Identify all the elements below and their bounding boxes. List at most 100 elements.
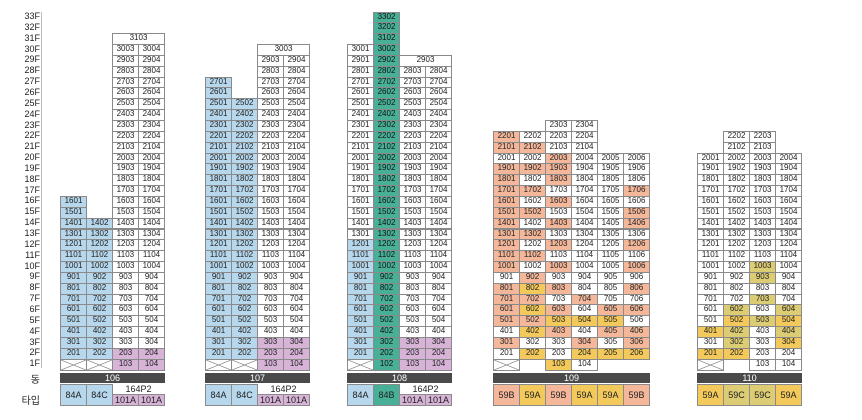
unit-cell[interactable]: 1503 xyxy=(399,206,426,219)
unit-cell[interactable]: 103 xyxy=(112,358,139,371)
unit-cell[interactable]: 2604 xyxy=(138,87,165,100)
unit-cell[interactable]: 1903 xyxy=(257,163,284,176)
unit-cell[interactable]: 1101 xyxy=(205,250,232,263)
unit-cell[interactable]: 1801 xyxy=(205,174,232,187)
unit-cell[interactable]: 1805 xyxy=(597,174,624,187)
unit-cell[interactable]: 503 xyxy=(112,315,139,328)
unit-cell[interactable]: 503 xyxy=(399,315,426,328)
unit-cell[interactable]: 2302 xyxy=(231,120,258,132)
unit-cell[interactable]: 1503 xyxy=(257,206,284,219)
unit-cell[interactable]: 1403 xyxy=(545,217,572,230)
unit-cell[interactable]: 1102 xyxy=(519,250,546,263)
unit-cell[interactable]: 204 xyxy=(425,347,452,360)
unit-cell[interactable]: 1202 xyxy=(373,239,400,252)
unit-cell[interactable]: 2503 xyxy=(257,98,284,111)
unit-cell[interactable]: 1301 xyxy=(347,228,374,241)
unit-cell[interactable]: 1501 xyxy=(205,206,232,219)
unit-cell[interactable]: 1303 xyxy=(749,228,776,241)
unit-cell[interactable]: 1203 xyxy=(257,239,284,252)
unit-cell[interactable]: 1703 xyxy=(257,185,284,197)
unit-cell[interactable]: 301 xyxy=(493,337,520,349)
unit-cell[interactable]: 1604 xyxy=(775,195,802,208)
unit-cell[interactable]: 2704 xyxy=(425,76,452,89)
unit-cell[interactable]: 1201 xyxy=(347,239,374,252)
unit-cell[interactable]: 2701 xyxy=(347,76,374,89)
unit-cell[interactable]: 1401 xyxy=(205,217,232,230)
unit-cell[interactable]: 1104 xyxy=(138,250,165,263)
unit-cell[interactable]: 704 xyxy=(571,293,598,306)
unit-cell[interactable]: 2601 xyxy=(205,87,232,100)
unit-cell[interactable]: 902 xyxy=(86,271,113,284)
unit-cell[interactable]: 802 xyxy=(723,282,750,295)
unit-cell[interactable]: 1202 xyxy=(519,239,546,252)
unit-cell[interactable]: 1001 xyxy=(493,261,520,273)
unit-cell[interactable]: 3102 xyxy=(373,33,400,46)
unit-cell[interactable]: 802 xyxy=(86,282,113,295)
unit-cell[interactable]: 1606 xyxy=(623,195,650,208)
unit-cell[interactable]: 301 xyxy=(347,337,374,349)
unit-cell[interactable]: 804 xyxy=(138,282,165,295)
unit-cell[interactable]: 1401 xyxy=(60,217,87,230)
unit-cell[interactable]: 1803 xyxy=(545,174,572,187)
unit-cell[interactable]: 104 xyxy=(571,358,598,371)
unit-cell[interactable]: 2603 xyxy=(112,87,139,100)
unit-cell[interactable]: 1204 xyxy=(571,239,598,252)
unit-cell[interactable]: 205 xyxy=(597,347,624,360)
unit-cell[interactable]: 2002 xyxy=(723,152,750,165)
unit-cell[interactable]: 1104 xyxy=(775,250,802,263)
unit-cell[interactable]: 2303 xyxy=(257,120,284,132)
unit-cell[interactable]: 701 xyxy=(493,293,520,306)
unit-cell[interactable]: 901 xyxy=(205,271,232,284)
unit-cell[interactable]: 2502 xyxy=(231,98,258,111)
unit-cell[interactable]: 1701 xyxy=(697,185,724,197)
unit-cell[interactable]: 1204 xyxy=(138,239,165,252)
unit-cell[interactable]: 1702 xyxy=(373,185,400,197)
unit-cell[interactable]: 1006 xyxy=(623,261,650,273)
unit-cell[interactable]: 2202 xyxy=(723,130,750,143)
unit-cell[interactable]: 204 xyxy=(571,347,598,360)
unit-cell[interactable]: 602 xyxy=(519,304,546,317)
unit-cell[interactable]: 1801 xyxy=(493,174,520,187)
unit-cell[interactable]: 801 xyxy=(347,282,374,295)
unit-cell[interactable]: 904 xyxy=(571,271,598,284)
unit-cell[interactable]: 801 xyxy=(205,282,232,295)
unit-cell[interactable]: 504 xyxy=(283,315,310,328)
unit-cell[interactable]: 1102 xyxy=(373,250,400,263)
unit-cell[interactable]: 1304 xyxy=(571,228,598,241)
unit-cell[interactable]: 1903 xyxy=(112,163,139,176)
unit-cell[interactable]: 2003 xyxy=(112,152,139,165)
unit-cell[interactable]: 1402 xyxy=(723,217,750,230)
unit-cell[interactable]: 2502 xyxy=(373,98,400,111)
unit-cell[interactable]: 2203 xyxy=(257,130,284,143)
unit-cell[interactable]: 304 xyxy=(571,337,598,349)
unit-cell[interactable]: 601 xyxy=(347,304,374,317)
unit-cell[interactable]: 2603 xyxy=(257,87,284,100)
unit-cell[interactable]: 2104 xyxy=(138,141,165,154)
unit-cell[interactable]: 701 xyxy=(697,293,724,306)
penthouse-unit[interactable]: 3003 xyxy=(257,44,310,56)
unit-cell[interactable]: 1901 xyxy=(347,163,374,176)
unit-cell[interactable]: 2904 xyxy=(283,54,310,67)
unit-cell[interactable]: 901 xyxy=(60,271,87,284)
unit-cell[interactable]: 1204 xyxy=(775,239,802,252)
unit-cell[interactable]: 2302 xyxy=(373,120,400,132)
unit-cell[interactable]: 2204 xyxy=(138,130,165,143)
unit-cell[interactable]: 903 xyxy=(545,271,572,284)
unit-cell[interactable]: 2204 xyxy=(425,130,452,143)
unit-cell[interactable]: 2201 xyxy=(493,130,520,143)
unit-cell[interactable]: 301 xyxy=(205,337,232,349)
unit-cell[interactable]: 2204 xyxy=(571,130,598,143)
unit-cell[interactable]: 902 xyxy=(373,271,400,284)
unit-cell[interactable]: 803 xyxy=(749,282,776,295)
unit-cell[interactable]: 605 xyxy=(597,304,624,317)
unit-cell[interactable]: 1605 xyxy=(597,195,624,208)
unit-cell[interactable]: 1101 xyxy=(493,250,520,263)
unit-cell[interactable]: 203 xyxy=(749,347,776,360)
unit-cell[interactable]: 1502 xyxy=(231,206,258,219)
unit-cell[interactable]: 1101 xyxy=(347,250,374,263)
unit-cell[interactable]: 1004 xyxy=(138,261,165,273)
unit-cell[interactable]: 1103 xyxy=(112,250,139,263)
unit-cell[interactable]: 604 xyxy=(283,304,310,317)
unit-cell[interactable]: 2504 xyxy=(425,98,452,111)
unit-cell[interactable]: 1304 xyxy=(283,228,310,241)
